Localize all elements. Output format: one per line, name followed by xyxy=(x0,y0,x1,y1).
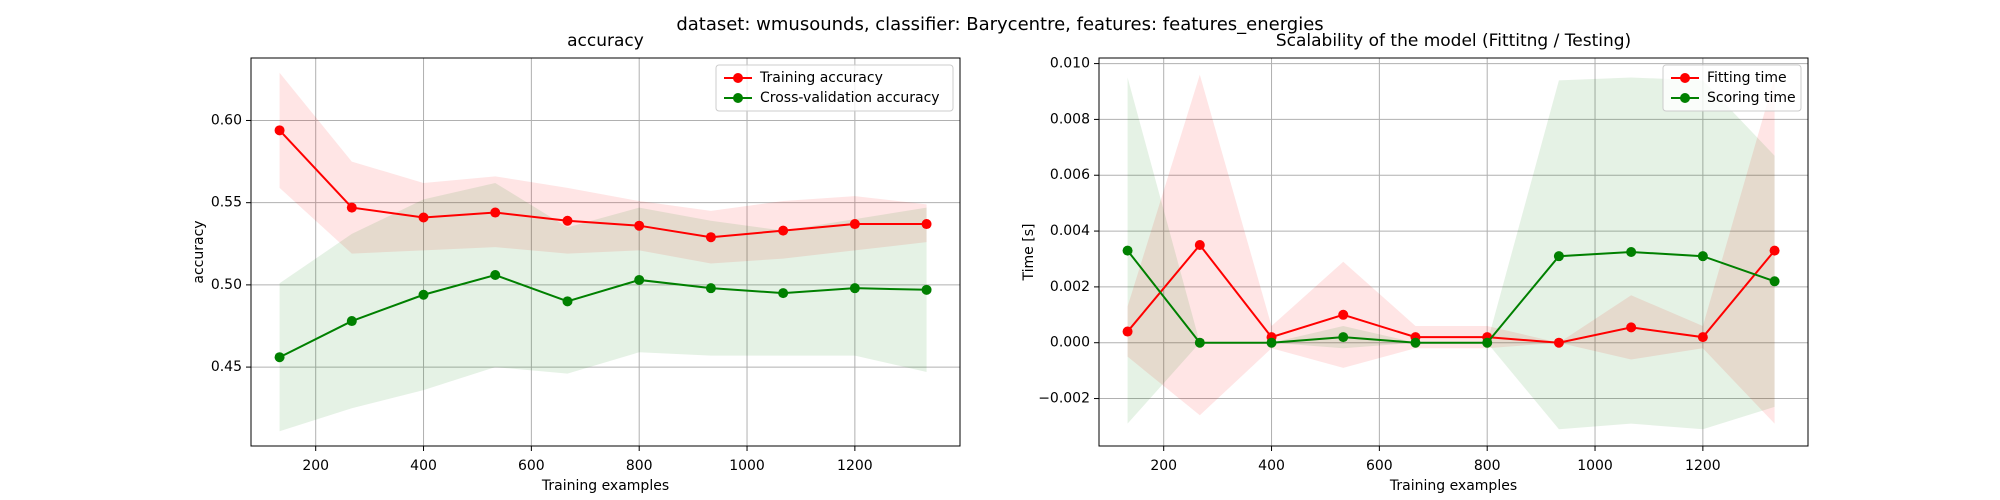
scalability-subplot: 200 400 600 800 1000 1200 −0.002 0.000 0.002 0.00… xyxy=(1021,31,1809,494)
legend-entry-label: Training accuracy xyxy=(759,70,883,86)
x-tick-label: 400 xyxy=(410,458,437,474)
series-line-0 xyxy=(278,129,927,239)
data-point xyxy=(1194,240,1205,251)
data-point xyxy=(1697,251,1708,262)
x-axis-label: Training examples xyxy=(1389,478,1517,494)
y-tick-label: 0.60 xyxy=(211,112,242,128)
data-point xyxy=(562,215,573,226)
data-point xyxy=(1697,332,1708,343)
confidence-band-1 xyxy=(279,182,927,432)
data-point xyxy=(921,284,932,295)
plot-area xyxy=(274,72,932,432)
data-point xyxy=(490,207,501,218)
figure-suptitle: dataset: wmusounds, classifier: Barycent… xyxy=(676,14,1323,35)
data-point xyxy=(274,352,285,363)
data-point xyxy=(418,289,429,300)
data-point xyxy=(346,316,357,327)
y-tick-label: −0.002 xyxy=(1038,391,1090,407)
data-point xyxy=(1338,332,1349,343)
axes-frame xyxy=(1098,57,1809,447)
x-tick-label: 1000 xyxy=(1577,458,1613,474)
y-tick-label: 0.008 xyxy=(1050,111,1090,127)
data-point xyxy=(1769,245,1780,256)
data-point xyxy=(705,283,716,294)
legend: Fitting time Scoring time xyxy=(1662,64,1802,112)
data-point xyxy=(1769,276,1780,287)
x-tick-label: 400 xyxy=(1258,458,1285,474)
y-tick-label: 0.006 xyxy=(1050,167,1090,183)
data-point xyxy=(418,212,429,223)
data-point xyxy=(1482,337,1493,348)
data-point xyxy=(849,219,860,230)
y-tick-label: 0.010 xyxy=(1050,56,1090,72)
x-tick-label: 200 xyxy=(1150,458,1177,474)
data-point xyxy=(1194,337,1205,348)
x-tick-label: 200 xyxy=(302,458,329,474)
x-axis-label: Training examples xyxy=(541,478,669,494)
confidence-band-0 xyxy=(1127,74,1775,424)
data-point xyxy=(1553,251,1564,262)
legend-marker xyxy=(1680,93,1690,103)
y-tick-label: 0.55 xyxy=(211,195,242,211)
legend-entry-label: Scoring time xyxy=(1707,90,1796,106)
data-point xyxy=(1338,309,1349,320)
y-axis-label: Time [s] xyxy=(1021,224,1037,282)
y-tick-label: 0.004 xyxy=(1050,223,1090,239)
legend-marker xyxy=(733,73,743,83)
y-tick-label: 0.000 xyxy=(1050,335,1090,351)
x-tick-label: 1000 xyxy=(729,458,765,474)
data-point xyxy=(849,283,860,294)
x-tick-label: 800 xyxy=(626,458,653,474)
data-point xyxy=(778,288,789,299)
series-line-1 xyxy=(1126,249,1775,344)
y-axis-label: accuracy xyxy=(191,220,207,283)
y-tick-label: 0.002 xyxy=(1050,279,1090,295)
y-tick-label: 0.45 xyxy=(211,359,242,375)
x-tick-label: 1200 xyxy=(837,458,873,474)
series-line-1 xyxy=(279,273,927,359)
series-line-0 xyxy=(1126,243,1776,344)
data-point xyxy=(1266,337,1277,348)
data-point xyxy=(490,270,501,281)
legend-entry-label: Fitting time xyxy=(1707,70,1787,86)
legend-box xyxy=(715,64,954,112)
accuracy-subplot: 200 400 600 800 1000 1200 0.45 0.50 0.55 0.60 accu… xyxy=(191,31,961,494)
axes-title: accuracy xyxy=(567,31,644,51)
data-point xyxy=(778,225,789,236)
data-point xyxy=(634,220,645,231)
data-point xyxy=(346,202,357,213)
plot-area xyxy=(1122,74,1780,430)
x-tick-label: 600 xyxy=(518,458,545,474)
data-point xyxy=(1410,337,1421,348)
axes-frame xyxy=(250,57,961,447)
legend-marker xyxy=(1680,73,1690,83)
legend: Training accuracy Cross-validation accura… xyxy=(715,64,954,112)
data-point xyxy=(634,274,645,285)
legend-box xyxy=(1662,64,1802,112)
data-point xyxy=(705,232,716,243)
x-tick-label: 800 xyxy=(1474,458,1501,474)
axes-title: Scalability of the model (Fittitng / Tes… xyxy=(1276,31,1631,51)
data-point xyxy=(274,125,285,136)
data-point xyxy=(1626,247,1637,257)
data-point xyxy=(921,219,932,230)
data-point xyxy=(1122,326,1133,337)
legend-entry-label: Cross-validation accuracy xyxy=(760,90,940,106)
data-point xyxy=(1626,322,1637,333)
x-tick-label: 600 xyxy=(1366,458,1393,474)
data-point xyxy=(1553,337,1564,348)
data-point xyxy=(1122,245,1133,256)
data-point xyxy=(562,296,573,307)
y-tick-label: 0.50 xyxy=(211,277,242,293)
legend-marker xyxy=(733,93,743,103)
x-tick-label: 1200 xyxy=(1685,458,1721,474)
